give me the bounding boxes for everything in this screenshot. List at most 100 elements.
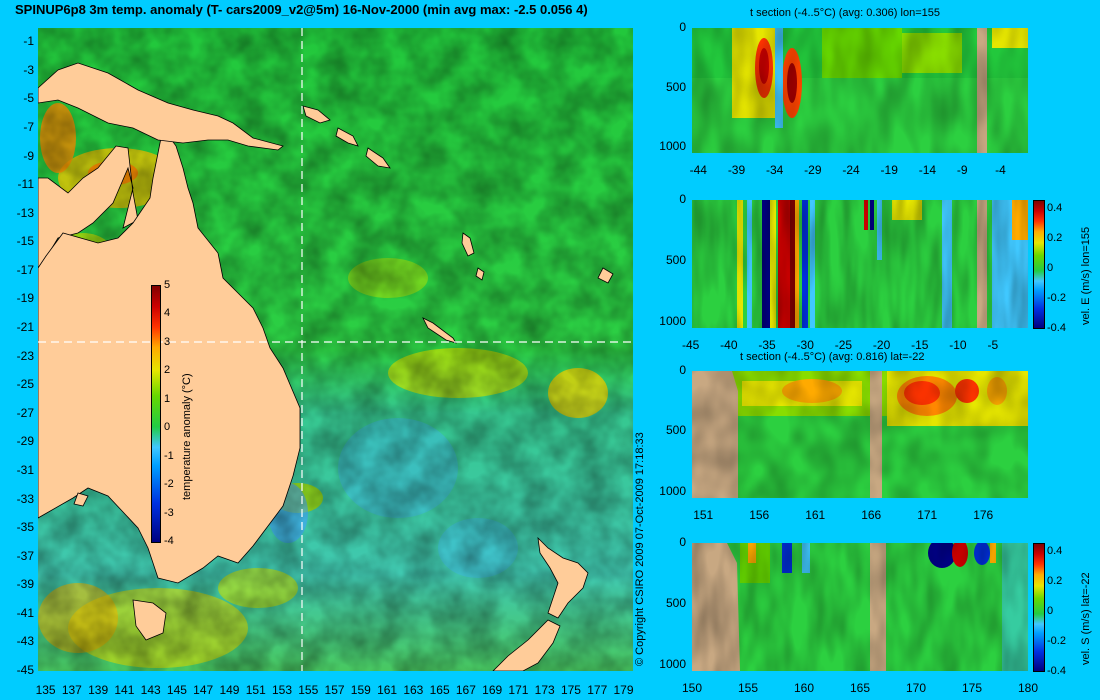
panel4-y-tick: 500 xyxy=(665,595,686,610)
panel4-x-tick: 180 xyxy=(1018,681,1039,695)
panel2-colorbar-tick: -0.4 xyxy=(1047,322,1066,334)
panel2-x-tick: -35 xyxy=(758,338,776,352)
new-caledonia xyxy=(422,317,457,344)
map-x-tick: 163 xyxy=(403,683,424,697)
new-zealand-south xyxy=(492,619,561,671)
panel3-x-tick: 171 xyxy=(917,508,938,522)
map-colorbar-label: temperature anomaly (°C) xyxy=(181,373,193,500)
map-x-tick: 149 xyxy=(219,683,240,697)
map-y-tick: -9 xyxy=(23,148,34,163)
panel1-x-tick: -19 xyxy=(880,163,898,177)
panel2-x-tick: -25 xyxy=(834,338,853,352)
panel2-x-tick: -15 xyxy=(911,338,929,352)
map-y-tick: -23 xyxy=(16,348,34,363)
panel2-plot xyxy=(692,200,1028,328)
map-x-tick: 139 xyxy=(88,683,109,697)
new-zealand-north xyxy=(537,536,589,619)
panel1-x-tick: -14 xyxy=(918,163,937,177)
panel4-colorbar-tick: 0.4 xyxy=(1047,544,1063,557)
map-x-tick: 157 xyxy=(324,683,345,697)
map-x-tick: 153 xyxy=(271,683,293,697)
map-colorbar-tick: 3 xyxy=(164,335,171,348)
panel4-x-tick: 165 xyxy=(850,681,871,695)
map-x-tick: 179 xyxy=(613,683,634,697)
panel1-y-tick: 500 xyxy=(665,79,686,94)
map-x-tick: 175 xyxy=(560,683,581,697)
map-x-tick: 155 xyxy=(298,683,319,697)
map-colorbar-tick: 1 xyxy=(164,392,171,405)
panel2-colorbar-tick: 0 xyxy=(1047,261,1054,274)
map-y-tick: -41 xyxy=(16,605,34,620)
panel4-y-tick: 1000 xyxy=(659,656,686,671)
panel3-x-tick: 156 xyxy=(749,508,770,522)
panel4-colorbar-tick: -0.4 xyxy=(1047,665,1066,677)
map-colorbar-tick: 0 xyxy=(164,421,171,434)
panel2-y-tick: 1000 xyxy=(659,313,686,328)
map-y-tick: -35 xyxy=(16,520,34,535)
map-x-tick: 143 xyxy=(140,683,161,697)
map-y-tick: -17 xyxy=(16,262,34,277)
panel2-x-tick: -45 xyxy=(682,338,700,352)
page-title: SPINUP6p8 3m temp. anomaly (T- cars2009_… xyxy=(15,2,588,17)
panel4-x-tick: 150 xyxy=(682,681,703,695)
panel4-x-tick: 160 xyxy=(794,681,815,695)
map-y-tick: -31 xyxy=(16,462,34,477)
panel3-y-tick: 0 xyxy=(679,363,686,377)
map-x-tick: 169 xyxy=(482,683,503,697)
panel3-x-tick: 176 xyxy=(973,508,994,522)
panel4-colorbar-tick: 0.2 xyxy=(1047,574,1063,587)
panel1-x-tick: -34 xyxy=(766,163,784,177)
map-y-tick: -3 xyxy=(23,62,34,77)
panel4-y-tick: 0 xyxy=(679,535,686,549)
map-y-tick: -21 xyxy=(16,320,34,335)
map-colorbar-tick: -2 xyxy=(164,478,174,491)
panel3-plot xyxy=(692,371,1028,498)
panel1-x-tick: -24 xyxy=(842,163,860,177)
panel4-plot xyxy=(692,543,1028,671)
panel2-x-tick: -30 xyxy=(796,338,814,352)
panel3-x-tick: 166 xyxy=(861,508,882,522)
map-y-tick: -25 xyxy=(16,377,34,392)
panel1-y-tick: 1000 xyxy=(659,139,686,154)
panel2-y-tick: 500 xyxy=(665,252,686,267)
map-y-tick: -13 xyxy=(16,205,34,220)
map-x-tick: 137 xyxy=(61,683,82,697)
panel3-x-tick: 151 xyxy=(693,508,714,522)
panel4-colorbar-tick: 0 xyxy=(1047,604,1054,617)
map-colorbar-tick: 5 xyxy=(164,279,171,291)
new-guinea-land xyxy=(38,62,284,151)
map-y-tick: -7 xyxy=(23,120,34,135)
panel3-y-tick: 500 xyxy=(665,423,686,438)
panel2-colorbar-tick: -0.2 xyxy=(1047,291,1066,304)
panel4-colorbar-label: vel. S (m/s) lat=-22 xyxy=(1080,572,1092,665)
panel1-plot xyxy=(692,28,1028,153)
panel2-colorbar-tick: 0.2 xyxy=(1047,231,1063,244)
panel4-x-tick: 170 xyxy=(906,681,927,695)
land xyxy=(38,62,614,671)
map-y-tick: -11 xyxy=(17,177,34,192)
panel3-x-tick: 161 xyxy=(805,508,826,522)
panel4-colorbar-tick: -0.2 xyxy=(1047,634,1066,647)
map-y-tick: -37 xyxy=(16,548,34,563)
tasmania-land xyxy=(132,599,167,641)
panel3-y-tick: 1000 xyxy=(659,483,686,498)
map-y-tick: -33 xyxy=(16,491,34,506)
map-x-tick: 173 xyxy=(534,683,555,697)
panel4-x-tick: 155 xyxy=(738,681,759,695)
map-x-tick: 165 xyxy=(429,683,450,697)
panel2-x-tick: -5 xyxy=(987,338,999,352)
map-x-tick: 135 xyxy=(35,683,56,697)
copyright-text: © Copyright CSIRO 2009 07-Oct-2009 17:18… xyxy=(634,432,646,666)
map-panel xyxy=(38,28,633,671)
map-y-tick: -43 xyxy=(16,634,34,649)
map-x-tick: 145 xyxy=(166,683,187,697)
panel3-title: t section (-4..5°C) (avg: 0.816) lat=-22 xyxy=(740,351,925,363)
panel2-y-tick: 0 xyxy=(679,192,686,206)
panel4-x-tick: 175 xyxy=(962,681,983,695)
panel1-x-tick: -39 xyxy=(727,163,746,177)
map-colorbar xyxy=(151,285,161,543)
map-x-tick: 167 xyxy=(455,683,476,697)
map-colorbar-tick: -3 xyxy=(164,506,174,519)
panel2-x-tick: -20 xyxy=(872,338,891,352)
map-x-tick: 147 xyxy=(193,683,214,697)
